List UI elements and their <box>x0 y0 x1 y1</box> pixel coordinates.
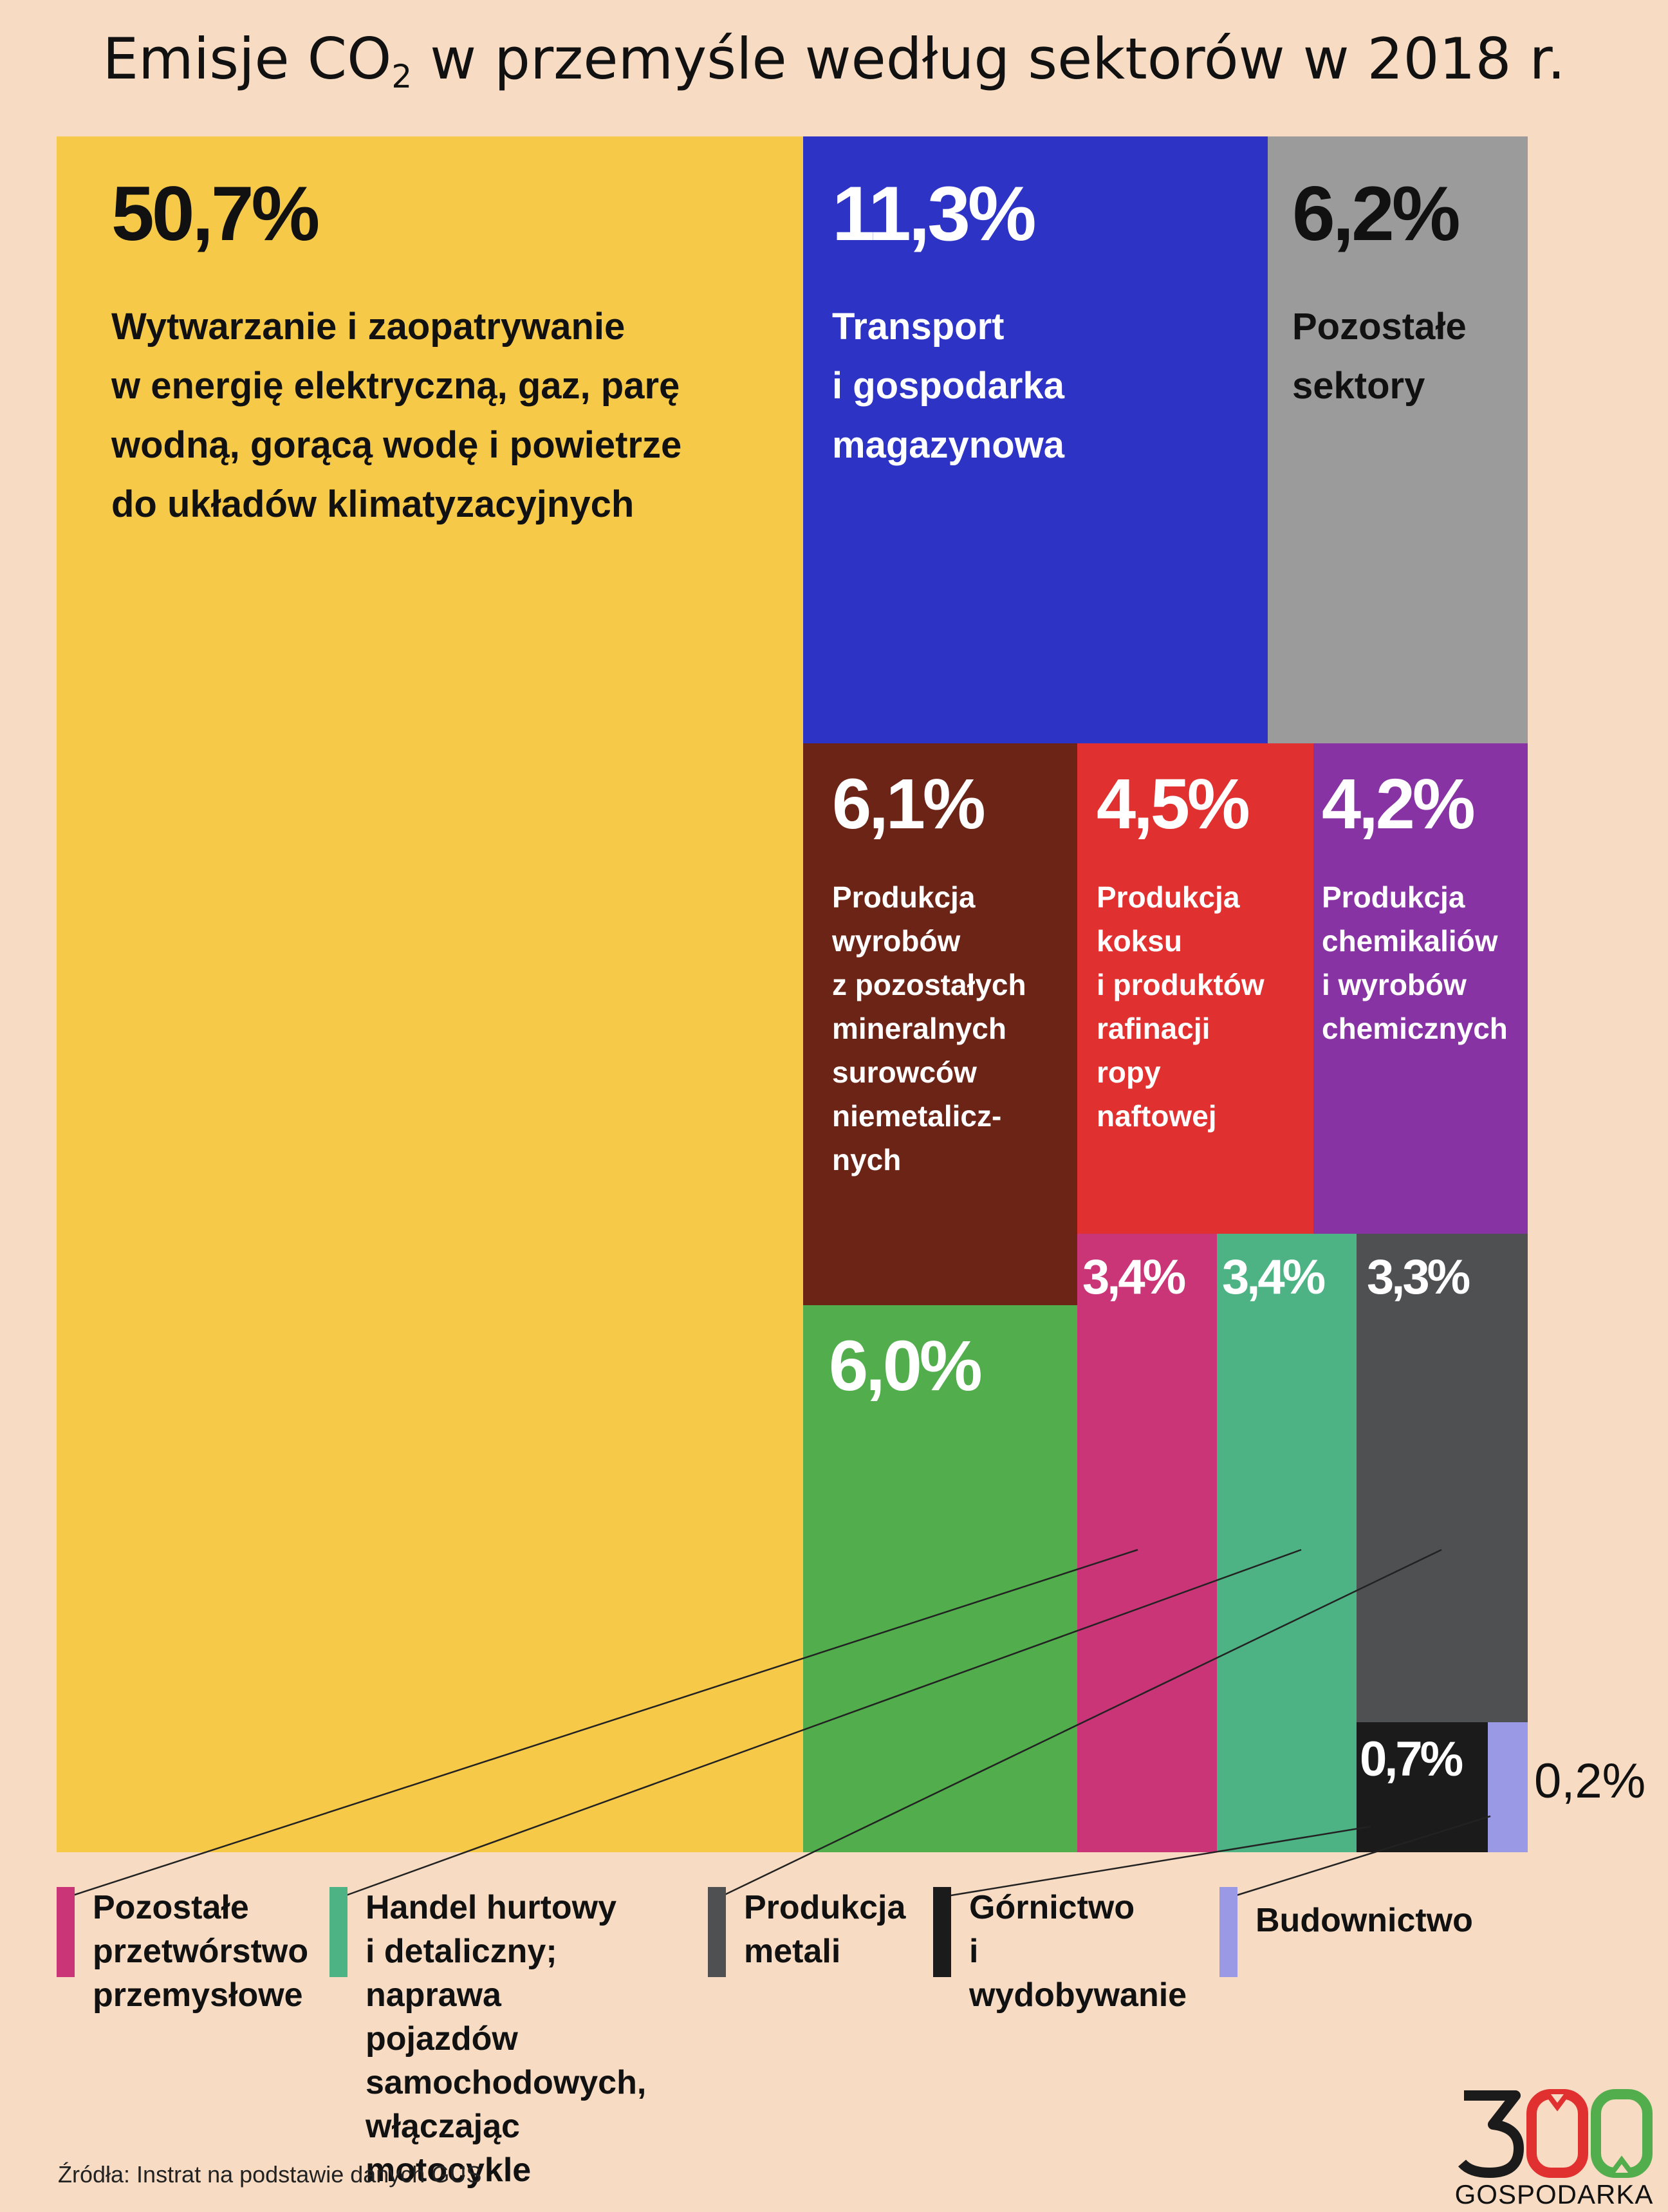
value-label-green-6: 6,0% <box>829 1326 983 1406</box>
value-label-gornictwo: 0,7% <box>1360 1732 1463 1787</box>
treemap-tile-pozostale-sektory: 6,2% Pozostałe sektory <box>1268 136 1528 743</box>
legend-swatch-handel <box>329 1887 348 1977</box>
brand-logo: GOSPODARKA <box>1448 2083 1660 2211</box>
tile-label-mineralne: Produkcja wyrobów z pozostałych mineraln… <box>832 880 1026 1176</box>
legend-label-metale: Produkcja metali <box>744 1889 906 1970</box>
treemap-tile-gornictwo: 0,7% <box>1357 1722 1488 1852</box>
tile-label-chemikalia: Produkcja chemikaliów i wyrobów chemiczn… <box>1322 880 1508 1045</box>
tile-label-energia: Wytwarzanie i zaopatrywanie w energię el… <box>111 306 682 525</box>
value-label-metale: 3,3% <box>1367 1250 1470 1305</box>
legend-swatch-budownictwo <box>1219 1887 1237 1977</box>
legend-label-przetworstwo: Pozostałe przetwórstwo przemysłowe <box>93 1889 309 2014</box>
tile-label-koks: Produkcja koksu i produktów rafinacji ro… <box>1097 880 1265 1133</box>
treemap-tile-green-6: 6,0% <box>803 1305 1077 1852</box>
value-label-budownictwo: 0,2% <box>1534 1754 1646 1808</box>
value-label-przetworstwo: 3,4% <box>1082 1250 1186 1305</box>
legend-label-gornictwo: Górnictwo i wydobywanie <box>969 1889 1187 2014</box>
treemap-tile-chemikalia: 4,2% Produkcja chemikaliów i wyrobów chem… <box>1313 743 1528 1234</box>
treemap-tile-transport: 11,3% Transport i gospodarka magazynowa <box>803 136 1268 743</box>
title-subscript: 2 <box>391 58 412 95</box>
legend-swatch-przetworstwo <box>57 1887 75 1977</box>
value-label-pozostale-sektory: 6,2% <box>1292 171 1461 257</box>
tile-label-pozostale-sektory: Pozostałe sektory <box>1292 306 1467 407</box>
source-note: Źródła: Instrat na podstawie danych GUS <box>58 2161 482 2188</box>
treemap-tile-budownictwo <box>1488 1722 1528 1852</box>
value-label-chemikalia: 4,2% <box>1322 765 1476 844</box>
legend-label-handel: Handel hurtowy i detaliczny; naprawa poj… <box>366 1889 647 2189</box>
legend-label-budownictwo: Budownictwo <box>1256 1902 1473 1939</box>
value-label-mineralne: 6,1% <box>832 765 986 844</box>
tile-label-transport: Transport i gospodarka magazynowa <box>832 306 1064 466</box>
treemap-tile-energia: 50,7% Wytwarzanie i zaopatrywanie w energ… <box>57 136 803 1852</box>
value-label-transport: 11,3% <box>832 171 1037 257</box>
treemap-tile-handel: 3,4% <box>1217 1234 1357 1852</box>
chart-title: Emisje CO2 w przemyśle według sektorów w… <box>0 26 1668 95</box>
legend-swatch-gornictwo <box>933 1887 951 1977</box>
treemap-tile-koks: 4,5% Produkcja koksu i produktów rafinacj… <box>1077 743 1313 1234</box>
logo-text: GOSPODARKA <box>1454 2179 1654 2209</box>
value-label-handel: 3,4% <box>1222 1250 1326 1305</box>
value-label-energia: 50,7% <box>111 171 320 257</box>
treemap-tile-mineralne: 6,1% Produkcja wyrobów z pozostałych mine… <box>803 743 1077 1305</box>
legend-swatch-metale <box>708 1887 726 1977</box>
logo-300-mark <box>1458 2089 1653 2178</box>
value-label-koks: 4,5% <box>1097 765 1250 844</box>
treemap-tile-przetworstwo: 3,4% <box>1077 1234 1217 1852</box>
title-main: Emisje CO <box>102 26 392 92</box>
title-rest: w przemyśle według sektorów w 2018 r. <box>412 26 1566 92</box>
treemap-tile-metale: 3,3% <box>1357 1234 1528 1722</box>
